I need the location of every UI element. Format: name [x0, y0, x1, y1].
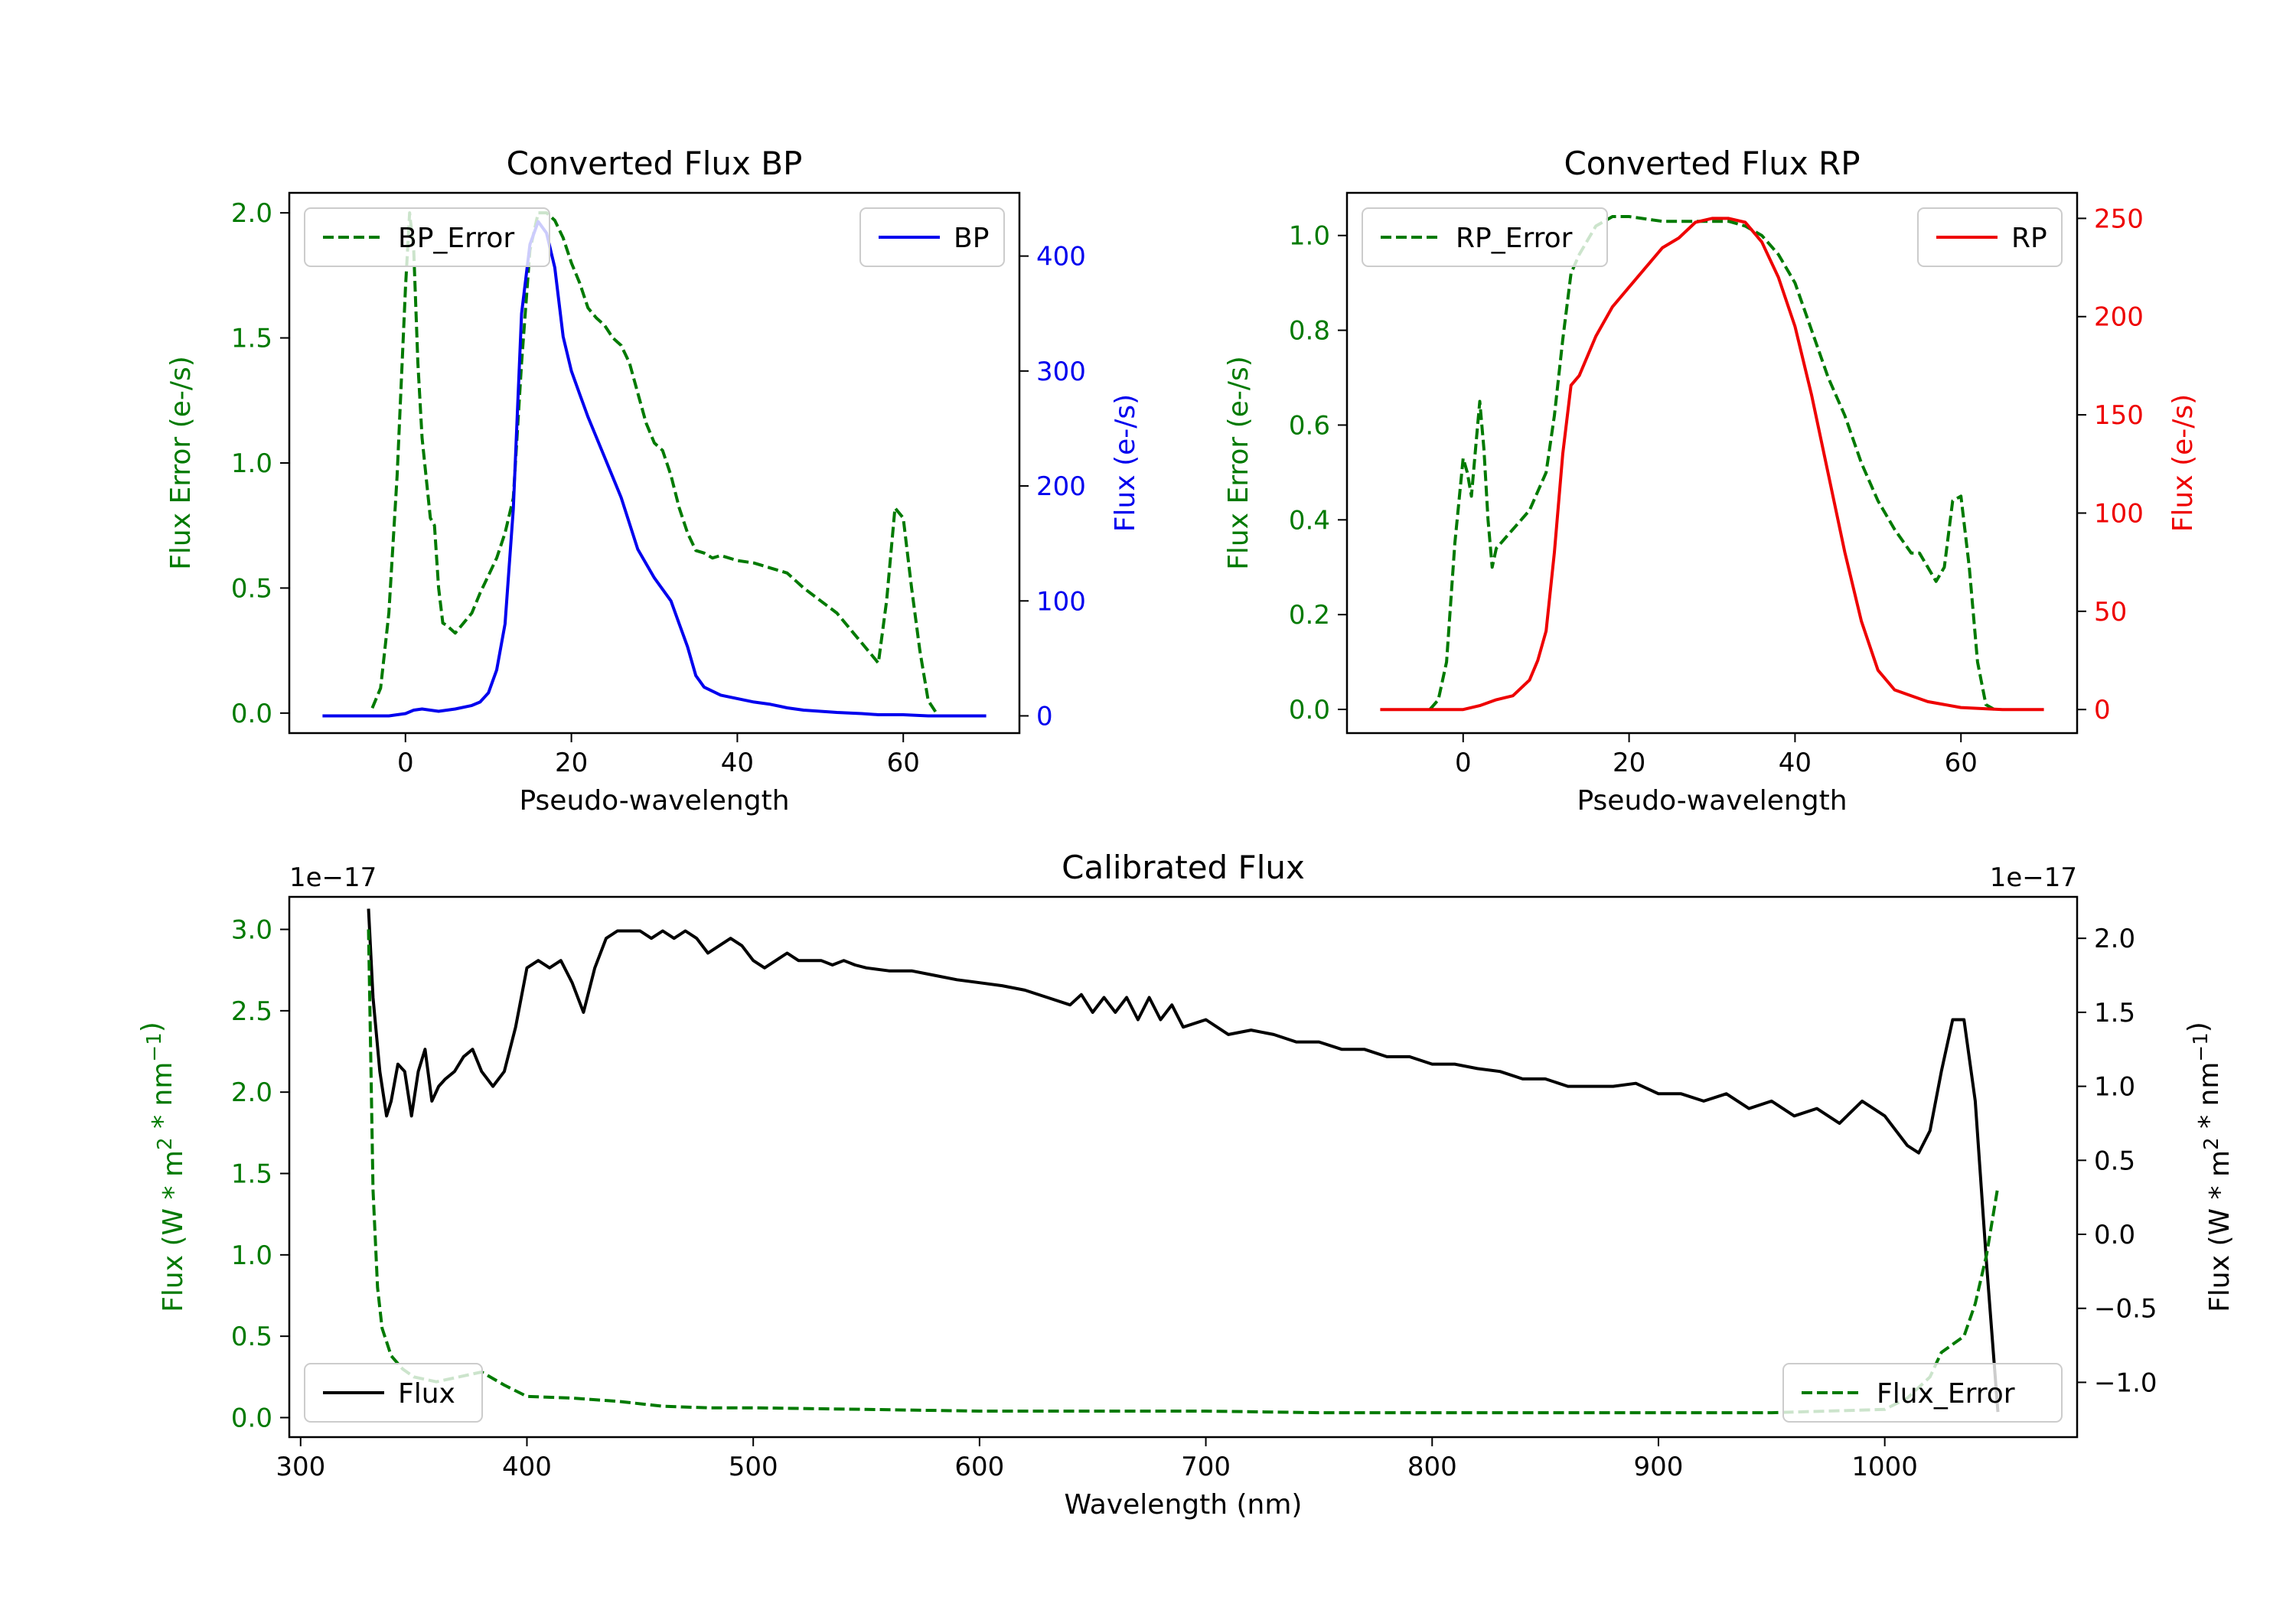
rp-x-tick-label: 40 — [1779, 748, 1812, 778]
rp-right-y-axis-label: Flux (e-/s) — [2167, 394, 2199, 532]
calibrated-x-tick-label: 800 — [1407, 1452, 1457, 1482]
rp-left-y-axis-label: Flux Error (e-/s) — [1223, 356, 1254, 570]
calibrated-right-offset-text: 1e−17 — [1990, 862, 2077, 893]
rp-chart: 0 20 40 60 0.0 0.2 0.4 0.6 0.8 1.0 0 50 100 150 200 250… — [1223, 145, 2199, 817]
rp-left-y-tick-label: 0.4 — [1289, 505, 1330, 536]
rp-legend-rp: RP — [1917, 207, 2063, 267]
rp-x-tick-label: 60 — [1945, 748, 1978, 778]
calibrated-left-y-tick-label: 0.0 — [231, 1403, 272, 1433]
bp-left-y-axis-label: Flux Error (e-/s) — [165, 356, 197, 570]
bp-x-tick-label: 40 — [721, 748, 754, 778]
bp-series-bp-error-line — [370, 211, 938, 714]
calibrated-right-y-tick-label: −1.0 — [2094, 1367, 2157, 1398]
calibrated-axes-frame — [288, 895, 2079, 1439]
bp-x-axis-label: Pseudo-wavelength — [519, 785, 789, 817]
rp-left-y-tick-label: 0.0 — [1289, 695, 1330, 725]
calibrated-left-y-tick-label: 2.5 — [231, 996, 272, 1027]
bp-legend-bp: BP — [859, 207, 1005, 267]
rp-right-y-tick-label: 50 — [2094, 597, 2127, 627]
rp-legend-rp-error: RP_Error — [1362, 207, 1608, 267]
calibrated-legend-flux-error: Flux_Error — [1782, 1363, 2063, 1423]
calibrated-x-tick-label: 700 — [1181, 1452, 1231, 1482]
calibrated-x-tick-label: 400 — [502, 1452, 552, 1482]
bp-right-y-tick-label: 100 — [1036, 586, 1086, 617]
bp-title: Converted Flux BP — [507, 145, 803, 182]
rp-axes-frame — [1345, 191, 2079, 735]
bp-x-tick-label: 20 — [555, 748, 588, 778]
rp-x-tick-label: 20 — [1613, 748, 1645, 778]
rp-x-axis-label: Pseudo-wavelength — [1577, 785, 1847, 817]
rp-left-y-tick-label: 0.6 — [1289, 410, 1330, 441]
calibrated-right-y-tick-label: 0.5 — [2094, 1146, 2135, 1176]
bp-left-y-tick-label: 2.0 — [231, 198, 272, 229]
bp-legend-bp-error: BP_Error — [304, 207, 550, 267]
rp-right-y-tick-label: 100 — [2094, 498, 2144, 529]
calibrated-legend-flux: Flux — [304, 1363, 483, 1423]
rp-left-y-tick-label: 0.2 — [1289, 600, 1330, 631]
calibrated-x-tick-label: 300 — [276, 1452, 325, 1482]
calibrated-left-y-tick-label: 3.0 — [231, 915, 272, 946]
legend-label: Flux_Error — [1877, 1378, 2015, 1410]
calibrated-series-flux-line — [367, 908, 2000, 1413]
rp-x-tick-label: 0 — [1455, 748, 1472, 778]
calibrated-right-y-tick-label: 2.0 — [2094, 924, 2135, 954]
calibrated-left-y-tick-label: 2.0 — [231, 1077, 272, 1108]
bp-x-tick-label: 60 — [887, 748, 920, 778]
bp-right-y-tick-label: 0 — [1036, 701, 1053, 732]
bp-left-y-tick-label: 0.5 — [231, 573, 272, 604]
calibrated-left-y-tick-label: 1.0 — [231, 1240, 272, 1271]
calibrated-title: Calibrated Flux — [1062, 849, 1305, 886]
rp-title: Converted Flux RP — [1564, 145, 1860, 182]
rp-series-rp-error-line — [1428, 215, 1995, 711]
calibrated-right-y-tick-label: 1.0 — [2094, 1072, 2135, 1103]
calibrated-left-y-tick-label: 1.5 — [231, 1159, 272, 1190]
rp-series-rp-line — [1380, 217, 2044, 712]
legend-label: RP_Error — [1456, 223, 1573, 254]
legend-label: BP_Error — [398, 223, 514, 254]
calibrated-chart: 300 400 500 600 700 800 900 1000 0.0 0.5 1.0 1.5 2.0… — [136, 849, 2236, 1521]
legend-label: BP — [954, 223, 989, 254]
calibrated-right-y-tick-label: 1.5 — [2094, 998, 2135, 1028]
bp-right-y-tick-label: 200 — [1036, 471, 1086, 502]
bp-chart: 0 20 40 60 0.0 0.5 1.0 1.5 2.0 0 100 200 300 400 Conve… — [165, 145, 1141, 817]
bp-left-y-tick-label: 1.5 — [231, 324, 272, 354]
bp-left-y-tick-label: 0.0 — [231, 699, 272, 729]
rp-right-y-tick-label: 250 — [2094, 204, 2144, 234]
rp-right-y-tick-label: 200 — [2094, 302, 2144, 333]
rp-left-y-tick-label: 1.0 — [1289, 221, 1330, 252]
calibrated-x-axis-label: Wavelength (nm) — [1065, 1489, 1303, 1521]
calibrated-right-y-tick-label: −0.5 — [2094, 1294, 2157, 1325]
calibrated-x-tick-label: 500 — [729, 1452, 778, 1482]
calibrated-x-tick-label: 600 — [954, 1452, 1004, 1482]
calibrated-left-y-tick-label: 0.5 — [231, 1322, 272, 1352]
bp-series-bp-line — [322, 220, 987, 718]
bp-x-tick-label: 0 — [397, 748, 414, 778]
rp-right-y-tick-label: 150 — [2094, 400, 2144, 431]
calibrated-right-y-axis-label: Flux (W * m2 * nm−1) — [2183, 1022, 2236, 1312]
rp-left-y-tick-label: 0.8 — [1289, 316, 1330, 347]
bp-right-y-tick-label: 300 — [1036, 357, 1086, 387]
calibrated-left-y-axis-label: Flux (W * m2 * nm−1) — [136, 1022, 189, 1312]
rp-right-y-tick-label: 0 — [2094, 695, 2111, 725]
calibrated-series-flux-error-line — [367, 929, 2000, 1415]
calibrated-x-tick-label: 900 — [1634, 1452, 1684, 1482]
bp-right-y-tick-label: 400 — [1036, 242, 1086, 272]
calibrated-left-offset-text: 1e−17 — [289, 862, 377, 893]
bp-left-y-tick-label: 1.0 — [231, 448, 272, 479]
legend-label: Flux — [398, 1378, 455, 1410]
bp-right-y-axis-label: Flux (e-/s) — [1110, 394, 1141, 532]
calibrated-right-y-tick-label: 0.0 — [2094, 1220, 2135, 1250]
legend-label: RP — [2011, 223, 2047, 254]
calibrated-x-tick-label: 1000 — [1851, 1452, 1918, 1482]
